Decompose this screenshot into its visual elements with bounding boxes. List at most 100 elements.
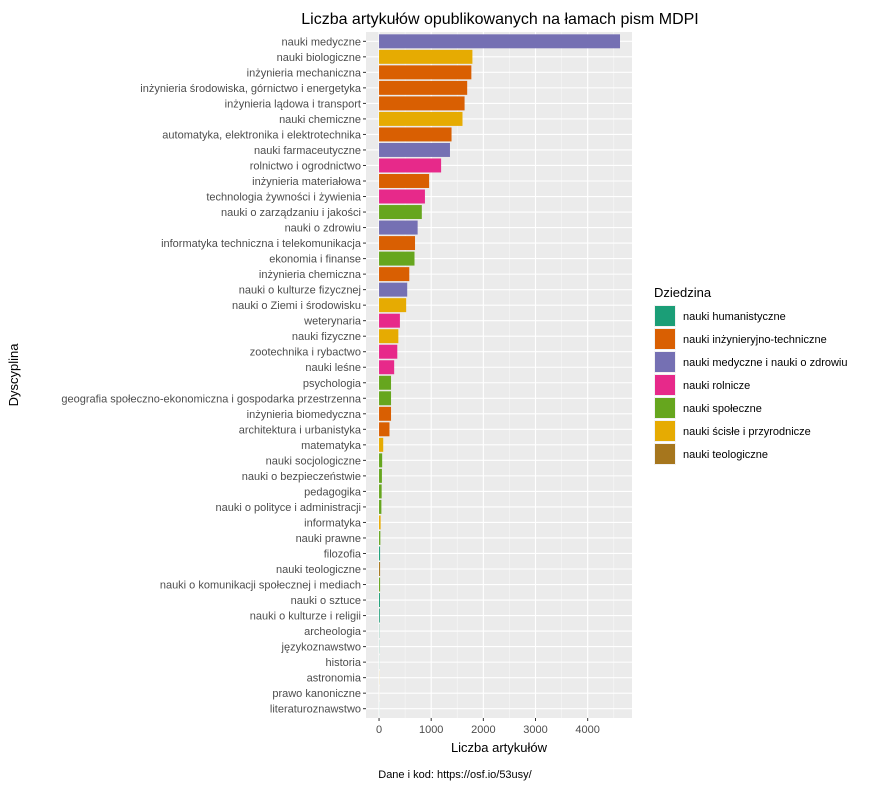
bar	[379, 546, 381, 561]
legend-title: Dziedzina	[654, 285, 712, 300]
bar	[379, 220, 418, 235]
y-tick-label: geografia społeczno-ekonomiczna i gospod…	[61, 393, 362, 405]
y-tick-label: rolnictwo i ogrodnictwo	[250, 160, 361, 172]
bar	[379, 391, 392, 406]
y-tick-label: inżynieria mechaniczna	[247, 67, 362, 79]
y-axis-title: Dyscyplina	[6, 343, 21, 407]
bar	[379, 34, 621, 49]
legend-label: nauki społeczne	[683, 403, 762, 415]
y-tick-label: automatyka, elektronika i elektrotechnik…	[162, 129, 362, 141]
y-tick-label: pedagogika	[304, 486, 362, 498]
bar	[379, 127, 452, 142]
legend-label: nauki inżynieryjno-techniczne	[683, 334, 827, 346]
bar	[379, 562, 381, 576]
bars	[379, 34, 621, 716]
y-tick-label: nauki o kulturze fizycznej	[239, 285, 361, 297]
y-tick-label: psychologia	[303, 378, 362, 390]
x-tick-label: 1000	[419, 724, 443, 736]
y-tick-label: archeologia	[304, 626, 362, 638]
bar	[379, 282, 408, 297]
legend-swatch	[655, 398, 675, 418]
bar	[379, 236, 416, 251]
legend: Dziedzina nauki humanistyczne nauki inżyn…	[654, 285, 847, 465]
bar	[379, 267, 410, 282]
legend-swatch	[655, 421, 675, 441]
y-tick-label: nauki o kulturze i religii	[250, 611, 361, 623]
y-axis: nauki medyczne nauki biologiczne inżynieri…	[61, 36, 366, 716]
bar	[379, 142, 450, 157]
y-tick-label: astronomia	[307, 673, 362, 685]
bar	[379, 205, 422, 220]
legend-label: nauki teologiczne	[683, 449, 768, 461]
bar	[379, 329, 399, 344]
bar	[379, 515, 381, 530]
y-tick-label: informatyka	[304, 517, 362, 529]
y-tick-label: literaturoznawstwo	[270, 704, 361, 716]
y-tick-label: matematyka	[301, 440, 362, 452]
bar	[379, 65, 472, 80]
x-axis: 0 1000 2000 3000 4000	[376, 718, 600, 736]
y-tick-label: architektura i urbanistyka	[239, 424, 362, 436]
bar	[379, 251, 415, 266]
y-tick-label: historia	[326, 657, 362, 669]
caption: Dane i kod: https://osf.io/53usy/	[378, 769, 532, 781]
bar	[379, 453, 383, 468]
bar	[379, 499, 382, 514]
y-tick-label: inżynieria lądowa i transport	[225, 98, 361, 110]
y-tick-label: nauki o polityce i administracji	[215, 502, 361, 514]
legend-swatch	[655, 306, 675, 326]
y-tick-label: filozofia	[324, 548, 362, 560]
y-tick-label: inżynieria biomedyczna	[247, 409, 362, 421]
y-tick-label: inżynieria środowiska, górnictwo i energ…	[140, 83, 362, 95]
bar	[379, 608, 380, 623]
y-tick-label: nauki o bezpieczeństwie	[242, 471, 361, 483]
x-tick-label: 2000	[471, 724, 495, 736]
y-tick-label: nauki o komunikacji społecznej i mediach	[160, 580, 361, 592]
legend-swatch	[655, 375, 675, 395]
y-tick-label: nauki chemiczne	[279, 114, 361, 126]
x-axis-title: Liczba artykułów	[451, 740, 548, 755]
bar	[379, 313, 400, 328]
x-tick-label: 0	[376, 724, 382, 736]
y-tick-label: nauki o sztuce	[291, 595, 361, 607]
y-tick-label: językoznawstwo	[281, 642, 361, 654]
bar	[379, 360, 395, 375]
y-tick-label: nauki biologiczne	[277, 52, 361, 64]
bar	[379, 49, 473, 64]
y-tick-label: prawo kanoniczne	[272, 688, 361, 700]
bar	[379, 174, 430, 188]
x-tick-label: 4000	[575, 724, 599, 736]
bar	[379, 593, 380, 608]
y-tick-label: nauki leśne	[305, 362, 361, 374]
y-tick-label: nauki fizyczne	[292, 331, 361, 343]
legend-label: nauki medyczne i nauki o zdrowiu	[683, 357, 847, 369]
legend-label: nauki rolnicze	[683, 380, 750, 392]
y-tick-label: nauki o Ziemi i środowisku	[232, 300, 361, 312]
y-tick-label: ekonomia i finanse	[269, 254, 361, 266]
bar	[379, 484, 382, 499]
bar	[379, 298, 407, 313]
y-tick-label: technologia żywności i żywienia	[206, 192, 362, 204]
y-tick-label: nauki socjologiczne	[266, 455, 361, 467]
bar	[379, 111, 463, 126]
y-tick-label: inżynieria materiałowa	[252, 176, 362, 188]
bar	[379, 468, 382, 483]
x-tick-label: 3000	[523, 724, 547, 736]
bar	[379, 158, 442, 173]
legend-label: nauki humanistyczne	[683, 311, 786, 323]
bar	[379, 80, 468, 95]
bar	[379, 189, 425, 204]
y-tick-label: nauki o zarządzaniu i jakości	[221, 207, 361, 219]
y-tick-label: nauki farmaceutyczne	[254, 145, 361, 157]
bar	[379, 577, 381, 592]
bar	[379, 530, 381, 545]
y-tick-label: nauki prawne	[296, 533, 361, 545]
legend-label: nauki ścisłe i przyrodnicze	[683, 426, 811, 438]
y-tick-label: informatyka techniczna i telekomunikacja	[161, 238, 362, 250]
y-tick-label: nauki medyczne	[282, 36, 362, 48]
legend-swatch	[655, 444, 675, 464]
y-tick-label: nauki teologiczne	[276, 564, 361, 576]
y-tick-label: inżynieria chemiczna	[259, 269, 362, 281]
chart-title: Liczba artykułów opublikowanych na łamac…	[301, 11, 699, 28]
